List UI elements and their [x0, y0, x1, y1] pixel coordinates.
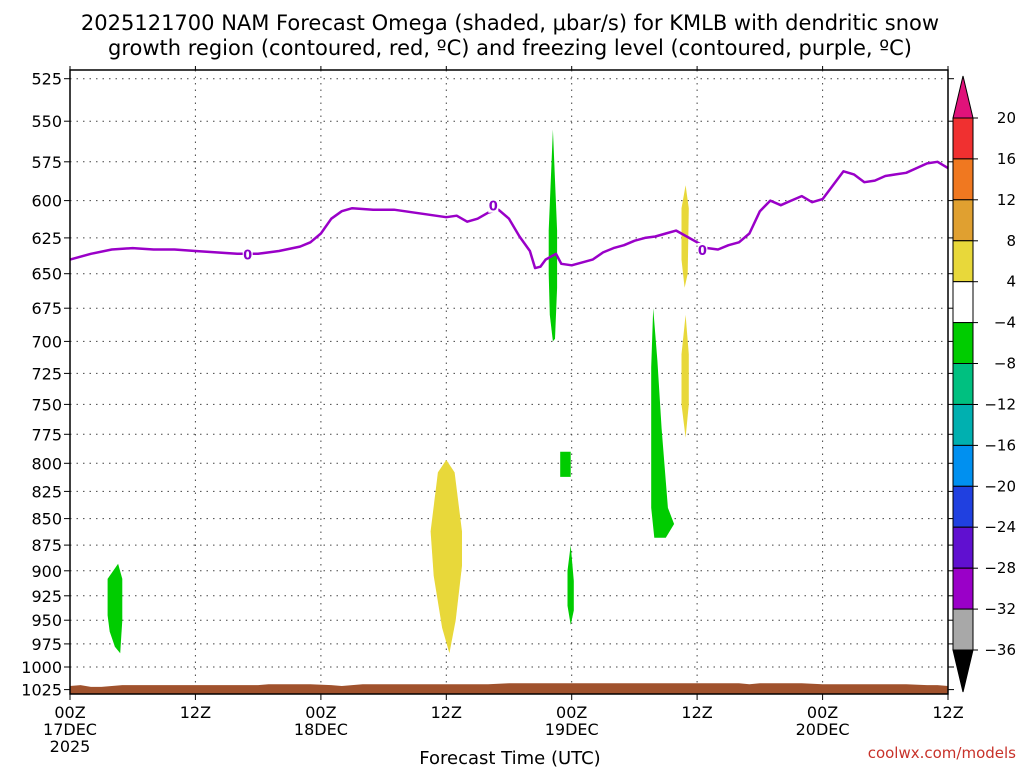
omega-region: [560, 451, 571, 477]
x-tick-label: 18DEC: [294, 720, 348, 739]
surface-terrain: [70, 683, 948, 694]
colorbar-swatch: [952, 404, 974, 446]
x-tick-label: 00Z: [305, 703, 336, 722]
omega-region: [651, 308, 675, 538]
freezing-level-contour: 0 0 0: [69, 160, 949, 270]
colorbar-swatch: [952, 567, 974, 610]
y-tick-label: 600: [31, 192, 62, 211]
y-tick-label: 1000: [21, 658, 62, 677]
colorbar-swatch: [952, 281, 974, 324]
y-tick-label: 950: [31, 611, 62, 630]
x-tick-label: 12Z: [681, 703, 712, 722]
colorbar-tick-label: 12: [997, 191, 1016, 209]
x-tick-label: 00Z: [807, 703, 838, 722]
colorbar: 20 16 12 8 4 −4 −8 −12 −16 −20 −24 −28 −32 −36: [952, 75, 1016, 693]
y-tick-label: 550: [31, 112, 62, 131]
y-tick-label: 625: [31, 229, 62, 248]
freezing-level-line: [69, 160, 949, 270]
omega-shaded-regions: [107, 129, 689, 654]
colorbar-tick-label: 8: [1006, 232, 1016, 250]
x-tick-label: 12Z: [180, 703, 211, 722]
colorbar-tick-label: −16: [984, 436, 1016, 454]
x-tick-label: 17DEC: [43, 720, 97, 739]
colorbar-swatch: [952, 199, 974, 242]
omega-region: [681, 314, 689, 438]
x-tick-label: 19DEC: [545, 720, 599, 739]
credit-text: coolwx.com/models: [868, 744, 1016, 762]
colorbar-swatch: [952, 158, 974, 201]
colorbar-tick-label: −4: [994, 314, 1016, 332]
colorbar-tick-label: 4: [1006, 273, 1016, 291]
y-tick-label: 575: [31, 153, 62, 172]
contour-label: 0: [698, 244, 707, 259]
colorbar-tick-label: −32: [984, 600, 1016, 618]
x-tick-label: 20DEC: [796, 720, 850, 739]
omega-region: [430, 459, 462, 654]
chart-title-line-2: growth region (contoured, red, ºC) and f…: [108, 36, 912, 60]
colorbar-tick-label: −20: [984, 477, 1016, 495]
contour-label-background: [697, 243, 708, 257]
y-axis-ticks: 525 550 575 600 625 650 675 700 725 750 775 800 825 8…: [21, 70, 954, 700]
y-tick-label: 850: [31, 510, 62, 529]
y-tick-label: 825: [31, 482, 62, 501]
colorbar-tick-label: 16: [997, 150, 1016, 168]
colorbar-bottom-arrow: [952, 649, 974, 693]
y-tick-label: 525: [31, 70, 62, 89]
x-tick-label: 12Z: [932, 703, 963, 722]
contour-label: 0: [243, 248, 252, 263]
colorbar-tick-label: −28: [984, 559, 1016, 577]
y-tick-label: 1025: [21, 681, 62, 700]
plot-frame: [69, 69, 949, 695]
y-tick-label: 775: [31, 425, 62, 444]
x-tick-label: 12Z: [431, 703, 462, 722]
grid-lines: [69, 70, 949, 694]
y-tick-label: 925: [31, 587, 62, 606]
contour-label-background: [242, 247, 253, 262]
colorbar-tick-label: −8: [994, 355, 1016, 373]
colorbar-swatch: [952, 363, 974, 405]
colorbar-tick-label: 20: [997, 109, 1016, 127]
omega-region: [567, 545, 574, 625]
colorbar-swatch: [952, 240, 974, 283]
y-tick-label: 750: [31, 395, 62, 414]
x-tick-label: 00Z: [54, 703, 85, 722]
x-tick-label: 00Z: [556, 703, 587, 722]
y-tick-label: 975: [31, 635, 62, 654]
x-axis-label: Forecast Time (UTC): [419, 748, 600, 768]
colorbar-tick-label: −12: [984, 396, 1016, 414]
y-tick-label: 900: [31, 562, 62, 581]
contour-label: 0: [489, 200, 498, 215]
y-tick-label: 675: [31, 299, 62, 318]
y-tick-label: 725: [31, 364, 62, 383]
colorbar-swatch: [952, 485, 974, 528]
x-tick-label: 2025: [50, 737, 91, 756]
y-tick-label: 700: [31, 332, 62, 351]
y-tick-label: 650: [31, 265, 62, 284]
colorbar-swatch: [952, 322, 974, 365]
omega-region: [548, 129, 558, 342]
colorbar-swatch: [952, 117, 974, 160]
colorbar-swatch: [952, 444, 974, 487]
surface-fill-area: [70, 683, 948, 694]
colorbar-tick-label: −24: [984, 518, 1016, 536]
contour-label-background: [488, 198, 499, 213]
y-tick-label: 875: [31, 536, 62, 555]
colorbar-swatch: [952, 526, 974, 569]
y-tick-label: 800: [31, 454, 62, 473]
chart-title-line-1: 2025121700 NAM Forecast Omega (shaded, μ…: [81, 11, 939, 35]
colorbar-tick-label: −36: [984, 641, 1016, 659]
omega-region: [107, 563, 123, 654]
colorbar-swatch: [952, 608, 974, 651]
